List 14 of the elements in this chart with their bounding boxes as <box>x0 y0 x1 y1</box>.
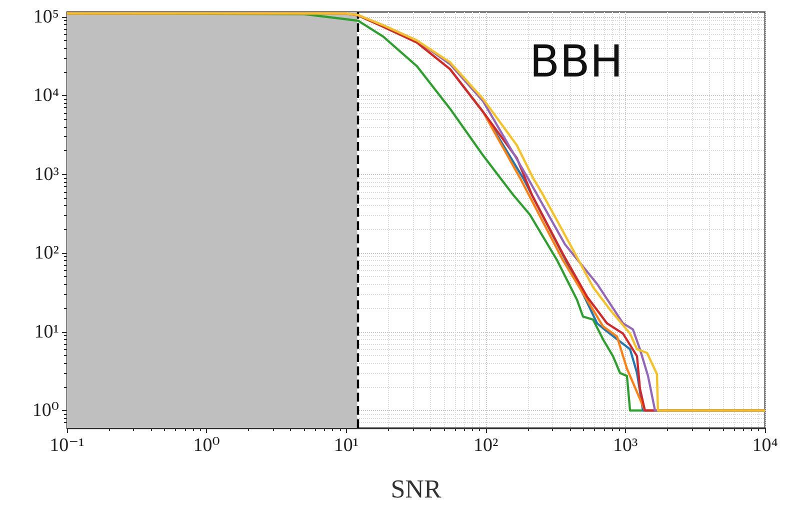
x-tick-label: 10¹ <box>334 435 359 456</box>
x-tick-label: 10³ <box>613 435 638 456</box>
y-tick-label: 10⁰ <box>32 400 60 422</box>
y-tick-label: 10⁵ <box>33 6 59 28</box>
x-tick-label: 10⁰ <box>193 435 220 456</box>
x-axis-title: SNR <box>390 474 442 504</box>
y-tick-label: 10³ <box>34 164 60 185</box>
x-tick-label: 10² <box>473 435 498 456</box>
y-tick-label: 10² <box>34 242 60 264</box>
y-tick-label: 10⁴ <box>33 85 60 106</box>
x-tick-label: 10⁴ <box>752 435 778 456</box>
x-tick-label: 10⁻¹ <box>50 435 85 456</box>
annotation: BBH <box>530 36 624 88</box>
y-tick-label: 10¹ <box>34 321 60 342</box>
